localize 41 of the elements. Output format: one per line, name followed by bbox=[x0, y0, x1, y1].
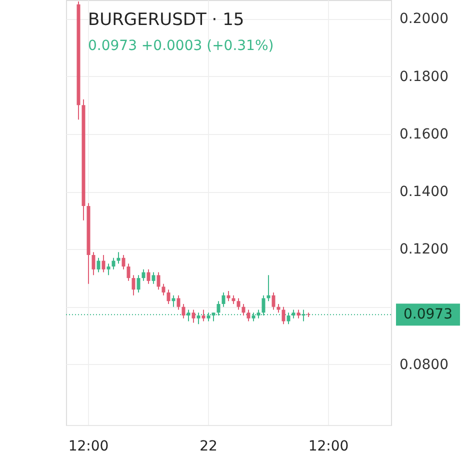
y-tick-label: 0.2000 bbox=[400, 11, 448, 28]
candlestick bbox=[272, 292, 276, 310]
candlestick bbox=[156, 272, 160, 290]
text: BURGERUSDT · 15 bbox=[88, 10, 244, 30]
candlestick bbox=[282, 306, 286, 325]
candlestick bbox=[162, 283, 166, 296]
y-tick-label: 0.0800 bbox=[400, 356, 448, 373]
candlestick bbox=[152, 272, 156, 284]
x-tick-label: 22 bbox=[200, 438, 218, 454]
candlestick bbox=[242, 303, 246, 316]
y-tick-label: 0.1400 bbox=[400, 184, 448, 200]
candlestick bbox=[106, 263, 110, 276]
candlestick bbox=[146, 268, 150, 284]
candlestick bbox=[196, 312, 200, 325]
candlestick bbox=[132, 274, 136, 296]
candlestick bbox=[202, 309, 206, 322]
candlestick bbox=[112, 257, 116, 270]
candlestick bbox=[172, 294, 176, 308]
text: 0.0973 +0.0003 (+0.31%) bbox=[88, 38, 274, 54]
candlestick bbox=[176, 294, 180, 310]
candlestick bbox=[166, 289, 170, 304]
candlestick bbox=[192, 309, 196, 324]
y-tick-label: 0.1200 bbox=[400, 242, 448, 258]
x-tick-label: 12:00 bbox=[308, 438, 349, 454]
candlestick bbox=[286, 312, 290, 325]
y-tick-label: 0.1800 bbox=[400, 68, 448, 85]
candlestick bbox=[92, 252, 96, 276]
candlestick bbox=[182, 303, 186, 319]
y-tick-label: 0.1600 bbox=[400, 126, 448, 142]
candlestick bbox=[122, 254, 126, 270]
candlestick bbox=[142, 268, 146, 282]
candlestick bbox=[102, 254, 106, 273]
candlestick bbox=[116, 252, 120, 264]
candlestick bbox=[136, 274, 140, 293]
candlestick bbox=[222, 292, 226, 308]
candlestick bbox=[236, 298, 240, 310]
candlestick bbox=[246, 309, 250, 322]
candlestick bbox=[96, 257, 100, 273]
ref-line-label: 0.0973 bbox=[404, 306, 452, 323]
x-tick-label: 12:00 bbox=[68, 438, 109, 454]
candlestick bbox=[126, 263, 130, 282]
